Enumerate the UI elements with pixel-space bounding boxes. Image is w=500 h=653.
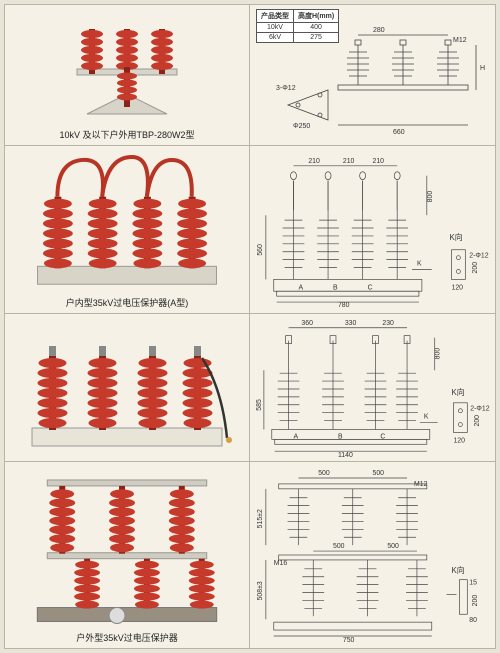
d4-mt: M12	[414, 481, 428, 488]
d3-kv: K向	[452, 386, 465, 396]
product-photo-1	[37, 14, 217, 124]
diagram-cell-2: 210 210 210 560 800 780 A B C K K向 2-Φ12…	[250, 146, 495, 312]
diagram-cell-3: 360 330 230 585 800 1140 A B C K K向 2-Φ1…	[250, 314, 495, 461]
d3-p2: 330	[345, 319, 357, 326]
d4-hb: 508±3	[257, 581, 264, 600]
d3-hl: 585	[256, 399, 263, 411]
product-photo-4	[22, 468, 232, 627]
d2-bw: 780	[338, 302, 350, 309]
d4-mb: M16	[274, 560, 288, 567]
d2-hl: 560	[257, 244, 264, 256]
tech-diagram-4: 500 500 500 500 M12 M16 515±2 508±3 750 …	[254, 465, 491, 645]
spec-h1: 产品类型	[257, 10, 294, 23]
row-4: 户外型35kV过电压保护器	[5, 462, 495, 648]
d3-kh: 200	[474, 414, 481, 426]
caption-2: 户内型35kV过电压保护器(A型)	[66, 296, 189, 309]
dim-M: M12	[453, 37, 467, 44]
d2-kw: 120	[452, 284, 464, 291]
product-photo-3	[22, 328, 232, 453]
spec-r1c2: 400	[294, 23, 339, 33]
d2-p2: 210	[343, 157, 355, 164]
d4-ht: 515±2	[257, 509, 264, 528]
d3-la: A	[294, 433, 299, 440]
row-2: 户内型35kV过电压保护器(A型)	[5, 146, 495, 313]
spec-r1c1: 10kV	[257, 23, 294, 33]
d4-kh: 200	[472, 594, 479, 606]
d4-kh2: 80	[469, 617, 477, 624]
photo-cell-1: 10kV 及以下户外用TBP-280W2型	[5, 5, 250, 145]
caption-4: 户外型35kV过电压保护器	[76, 631, 178, 644]
d2-kh: 200	[472, 261, 479, 273]
d4-kw: 15	[469, 579, 477, 586]
d3-p1: 360	[301, 319, 313, 326]
d4-bw: 750	[343, 637, 355, 644]
catalog-sheet: 10kV 及以下户外用TBP-280W2型 产品类型高度H(mm) 10kV40…	[4, 4, 496, 649]
diagram-cell-1: 产品类型高度H(mm) 10kV400 6kV275	[250, 5, 495, 145]
d4-kv: K向	[452, 565, 465, 575]
row-1: 10kV 及以下户外用TBP-280W2型 产品类型高度H(mm) 10kV40…	[5, 5, 495, 146]
d4-p2: 500	[373, 470, 385, 477]
svg-text:K: K	[424, 413, 429, 420]
d4-p1: 500	[318, 470, 330, 477]
d2-p1: 210	[308, 157, 320, 164]
d3-lc: C	[380, 433, 385, 440]
d4-p4: 500	[387, 543, 399, 550]
d2-la: A	[298, 284, 303, 291]
product-photo-2	[22, 152, 232, 291]
spec-r2c1: 6kV	[257, 33, 294, 43]
dim-pitch1: 280	[373, 27, 385, 34]
spec-table-1: 产品类型高度H(mm) 10kV400 6kV275	[256, 9, 339, 43]
d2-p3: 210	[373, 157, 385, 164]
d2-kb: 2-Φ12	[469, 252, 488, 259]
d2-lc: C	[368, 284, 373, 291]
spec-r2c2: 275	[294, 33, 339, 43]
row-3: 360 330 230 585 800 1140 A B C K K向 2-Φ1…	[5, 314, 495, 462]
diagram-cell-4: 500 500 500 500 M12 M16 515±2 508±3 750 …	[250, 462, 495, 648]
d2-hu: 800	[427, 190, 434, 202]
d2-kv: K向	[450, 231, 463, 241]
d3-hu: 800	[435, 347, 442, 359]
tech-diagram-2: 210 210 210 560 800 780 A B C K K向 2-Φ12…	[254, 150, 491, 310]
dim-H: H	[480, 65, 485, 72]
d3-kb: 2-Φ12	[470, 405, 489, 412]
d3-bw: 1140	[338, 452, 353, 459]
tech-diagram-3: 360 330 230 585 800 1140 A B C K K向 2-Φ1…	[254, 315, 491, 460]
photo-cell-4: 户外型35kV过电压保护器	[5, 462, 250, 648]
d3-lb: B	[338, 433, 343, 440]
photo-cell-2: 户内型35kV过电压保护器(A型)	[5, 146, 250, 312]
d3-kw: 120	[453, 437, 465, 444]
dim-bolt: 3-Φ12	[276, 85, 296, 92]
dim-tri: Φ250	[293, 123, 310, 130]
d4-p3: 500	[333, 543, 345, 550]
dim-totalw: 660	[393, 129, 405, 136]
caption-1: 10kV 及以下户外用TBP-280W2型	[59, 128, 194, 141]
d2-lb: B	[333, 284, 338, 291]
svg-text:K: K	[417, 260, 422, 267]
spec-h2: 高度H(mm)	[294, 10, 339, 23]
photo-cell-3	[5, 314, 250, 461]
d3-p3: 230	[382, 319, 394, 326]
